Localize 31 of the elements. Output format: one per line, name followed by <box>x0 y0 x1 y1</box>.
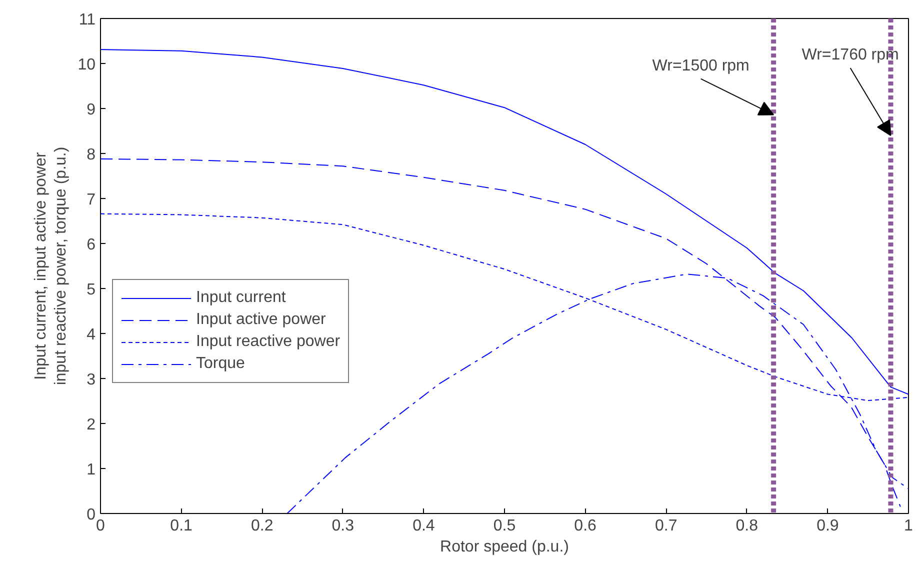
y-tick-label: 1 <box>86 462 96 478</box>
x-tick-label: 0.8 <box>736 518 758 534</box>
x-tick-label: 1 <box>904 518 914 534</box>
x-tick-label: 0.6 <box>574 518 597 534</box>
x-tick-label: 0.9 <box>816 518 839 534</box>
y-tick-label: 2 <box>86 416 96 434</box>
line-series <box>100 49 908 395</box>
y-axis-title: Input current, input active power input reactive power, torque (p.u.) <box>32 146 70 386</box>
x-tick-label: 0.1 <box>170 518 193 534</box>
y-tick-label: 0 <box>86 506 96 524</box>
y-tick-label: 3 <box>86 372 96 388</box>
legend-label: Input current <box>196 289 286 307</box>
y-tick-label: 9 <box>86 102 96 118</box>
y-tick-label: 10 <box>78 56 96 74</box>
annotation: Wr=1500 rpm <box>652 57 750 74</box>
y-tick-label: 8 <box>86 146 96 164</box>
y-tick-label: 5 <box>86 282 96 298</box>
x-tick-label: 0.4 <box>412 518 435 534</box>
legend-label: Torque <box>196 355 245 373</box>
annotation: Wr=1760 rpm <box>802 46 899 64</box>
x-tick-label: 0.3 <box>332 518 354 534</box>
legend-label: Input reactive power <box>196 333 340 351</box>
y-tick-label: 6 <box>86 236 96 254</box>
y-tick-label: 4 <box>86 326 96 344</box>
legend-label: Input active power <box>196 311 326 329</box>
x-tick-label: 0.7 <box>654 518 678 534</box>
x-tick-label: 0.2 <box>250 518 274 534</box>
x-tick-label: 0.5 <box>493 518 516 534</box>
y-tick-label: 11 <box>78 12 96 28</box>
y-tick-label: 7 <box>86 192 96 208</box>
x-axis-title: Rotor speed (p.u.) <box>440 538 569 556</box>
